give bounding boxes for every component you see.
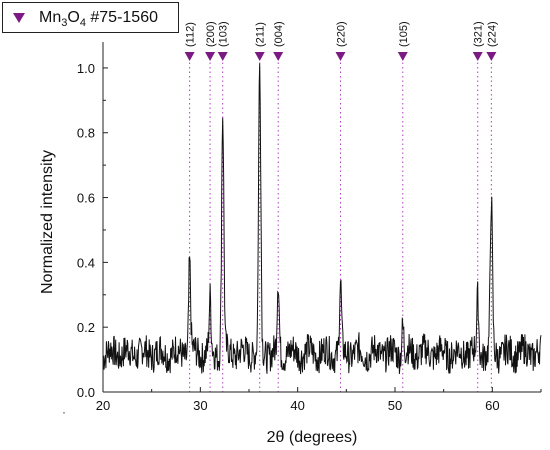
peak-marker-icon [217,52,228,61]
x-tick-label: 30 [193,398,207,413]
x-tick-label: 50 [388,398,402,413]
x-tick-label: 40 [290,398,304,413]
legend-triangle-icon [13,13,25,23]
y-tick-label: 0.6 [77,191,95,206]
hkl-label: (105) [398,21,410,47]
peak-marker-icon [205,52,216,61]
legend: Mn3O4 #75-1560 [2,2,179,33]
hkl-label: (220) [335,21,347,47]
peak-marker-icon [335,52,346,61]
hkl-label: (224) [486,21,498,47]
y-tick-label: 0.8 [77,126,95,141]
hkl-label: (211) [255,22,267,47]
y-tick-label: 0.0 [77,385,95,400]
peak-marker-icon [486,52,497,61]
y-tick-label: 1.0 [77,61,95,76]
peak-marker-icon [184,52,195,61]
x-axis-title: 2θ (degrees) [267,429,358,446]
hkl-label: (321) [473,21,485,47]
peak-marker-icon [273,52,284,61]
legend-label: Mn3O4 #75-1560 [39,9,158,30]
series-line [102,63,542,375]
hkl-label: (112) [185,22,197,47]
x-tick-label: 60 [485,398,499,413]
x-tick-label: 20 [96,398,110,413]
y-tick-label: 0.4 [77,255,95,270]
hkl-label: (103) [218,21,230,47]
hkl-label: (004) [273,21,285,47]
y-axis-title: Normalized intensity [39,150,56,294]
y-tick-label: 0.2 [77,320,95,335]
peak-marker-icon [472,52,483,61]
peak-marker-icon [254,52,265,61]
footer-mark: · [62,405,66,419]
peak-marker-icon [397,52,408,61]
hkl-label: (200) [205,21,217,47]
